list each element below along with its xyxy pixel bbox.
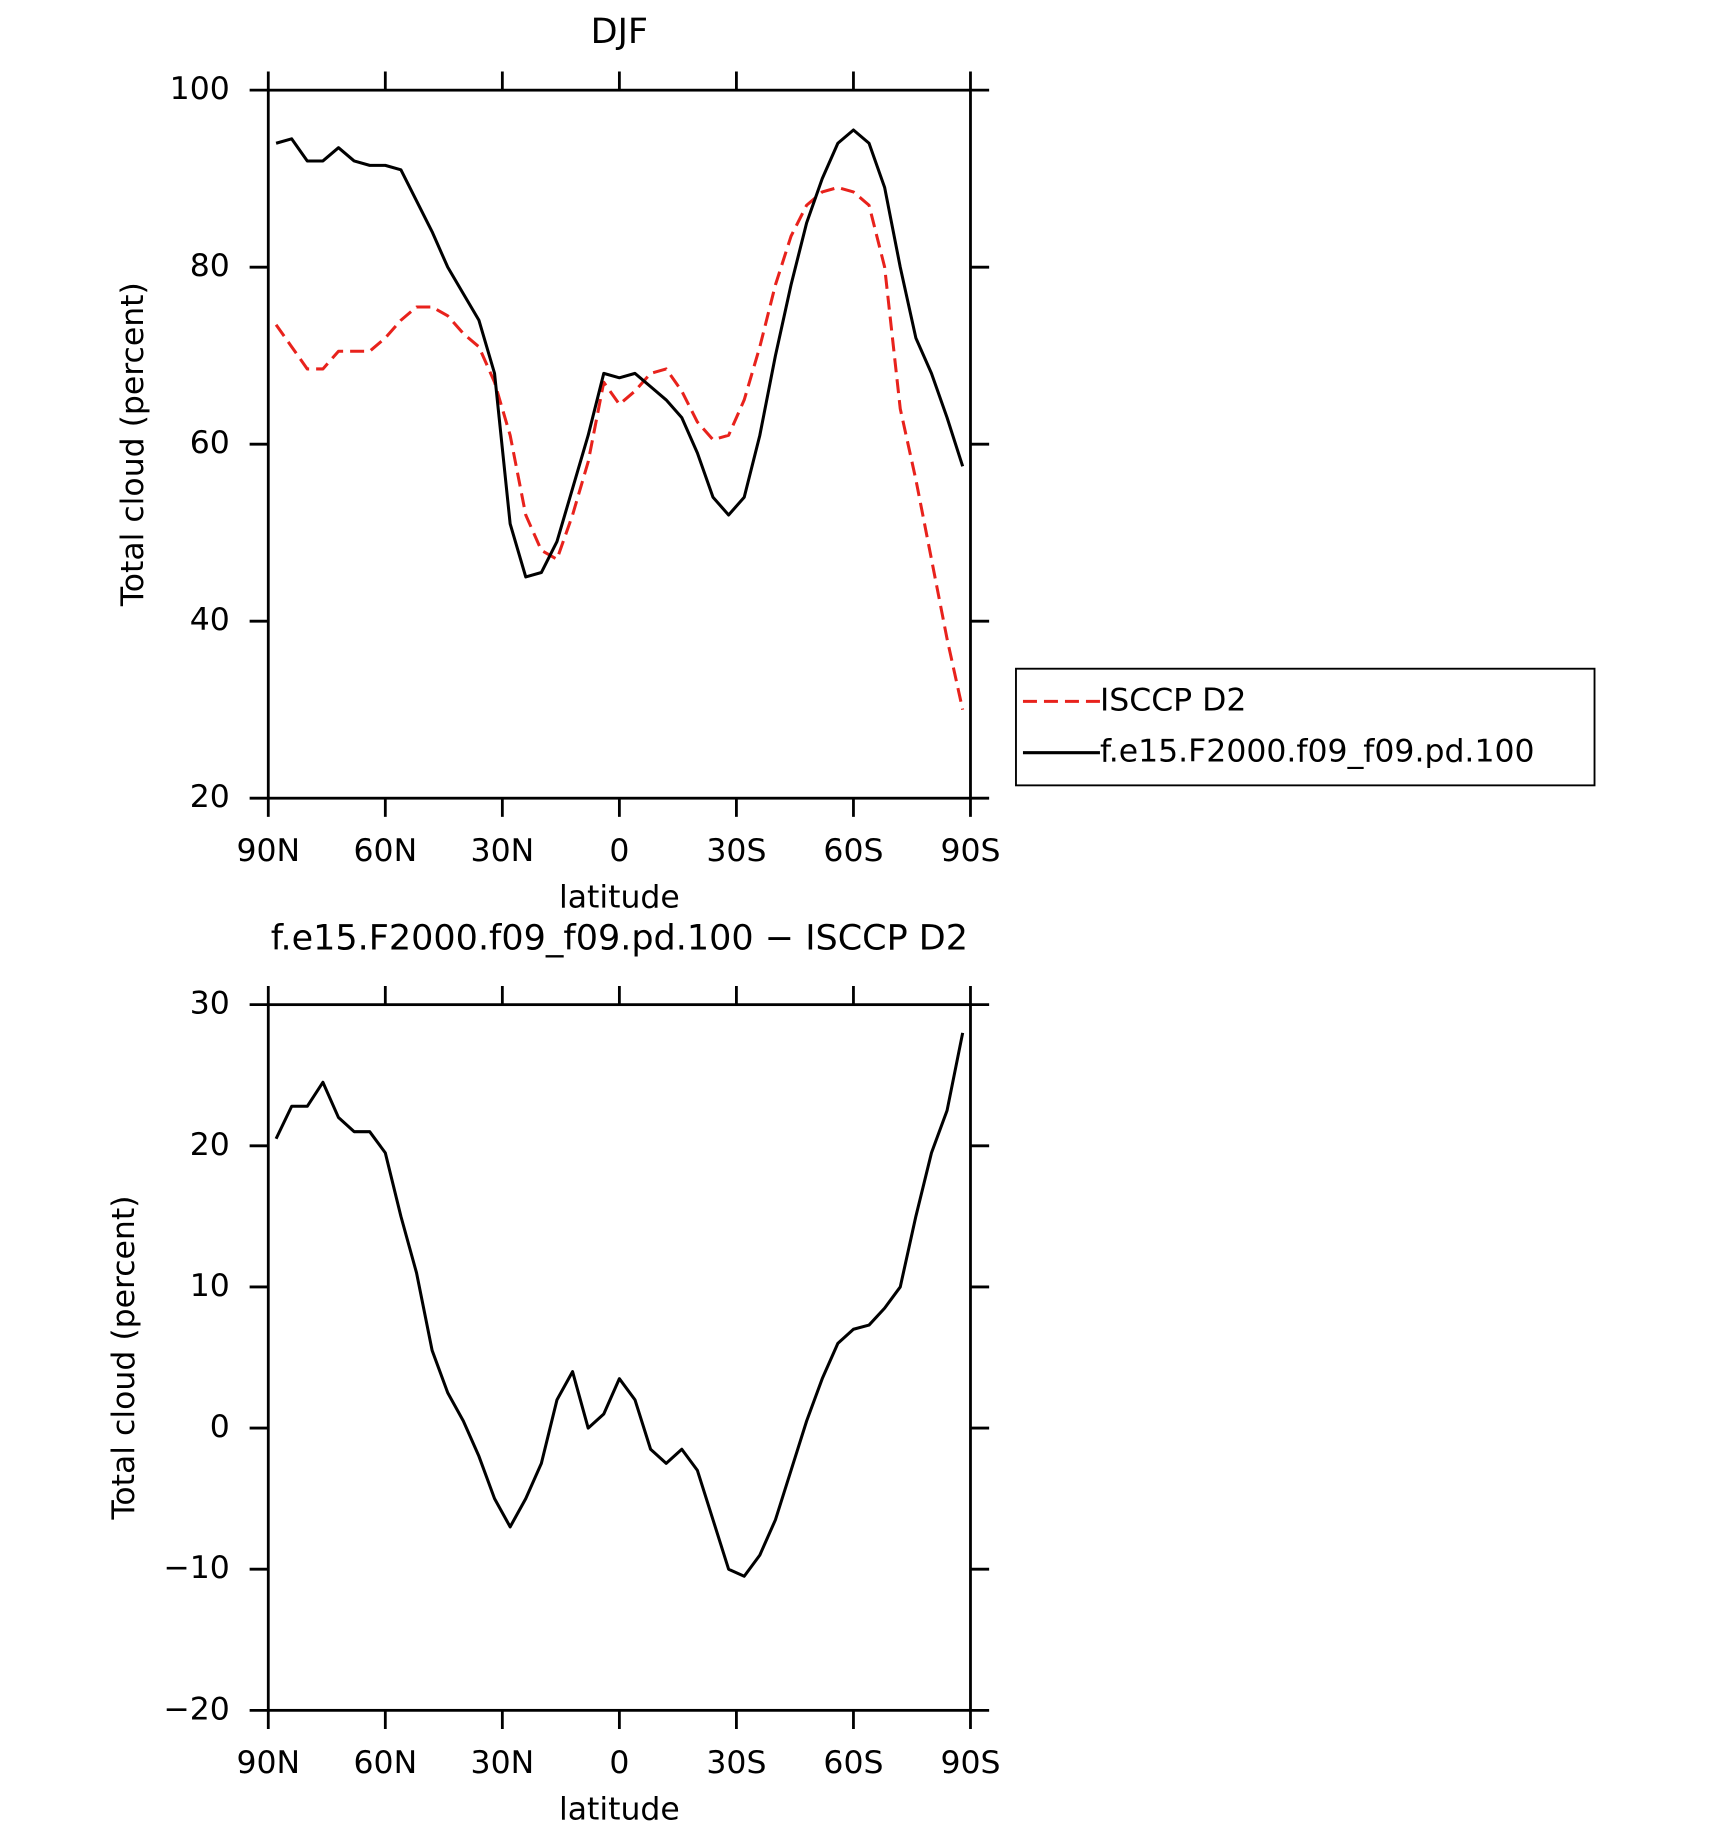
x-tick-label: 30N: [471, 1745, 535, 1781]
legend-label: ISCCP D2: [1100, 682, 1247, 718]
x-tick-label: 30N: [471, 833, 535, 869]
x-tick-label: 90S: [940, 833, 1000, 869]
x-tick-label: 0: [609, 1745, 629, 1781]
y-axis-label: Total cloud (percent): [115, 282, 151, 607]
y-tick-label: 10: [190, 1268, 230, 1304]
y-tick-label: 80: [190, 248, 230, 284]
x-tick-label: 60S: [823, 1745, 883, 1781]
series-line: [275, 128, 965, 579]
x-axis-label: latitude: [559, 1792, 680, 1828]
x-tick-label: 0: [609, 833, 629, 869]
series-line: [274, 1032, 965, 1578]
chart-title: f.e15.F2000.f09_f09.pd.100 − ISCCP D2: [271, 918, 968, 958]
y-tick-label: 60: [190, 425, 230, 461]
plot-frame: [266, 1003, 972, 1712]
y-tick-label: −10: [163, 1550, 229, 1586]
plot-frame: [266, 88, 972, 800]
y-tick-label: 0: [210, 1409, 230, 1445]
x-tick-label: 60N: [354, 833, 418, 869]
y-axis-label: Total cloud (percent): [106, 1196, 142, 1521]
x-tick-label: 90N: [236, 1745, 300, 1781]
x-tick-label: 90S: [940, 1745, 1000, 1781]
y-tick-label: 20: [190, 779, 230, 815]
x-tick-label: 30S: [706, 1745, 766, 1781]
x-axis-label: latitude: [559, 880, 680, 916]
chart-title: DJF: [591, 12, 648, 52]
legend-box: [1015, 667, 1596, 787]
y-tick-label: −20: [163, 1691, 229, 1727]
y-tick-label: 30: [190, 986, 230, 1022]
legend-label: f.e15.F2000.f09_f09.pd.100: [1100, 734, 1535, 770]
y-tick-label: 20: [190, 1127, 230, 1163]
x-tick-label: 90N: [236, 833, 300, 869]
x-tick-label: 60N: [354, 1745, 418, 1781]
y-tick-label: 40: [190, 602, 230, 638]
series-line: [274, 185, 965, 711]
y-tick-label: 100: [170, 71, 230, 107]
x-tick-label: 30S: [706, 833, 766, 869]
x-tick-label: 60S: [823, 833, 883, 869]
